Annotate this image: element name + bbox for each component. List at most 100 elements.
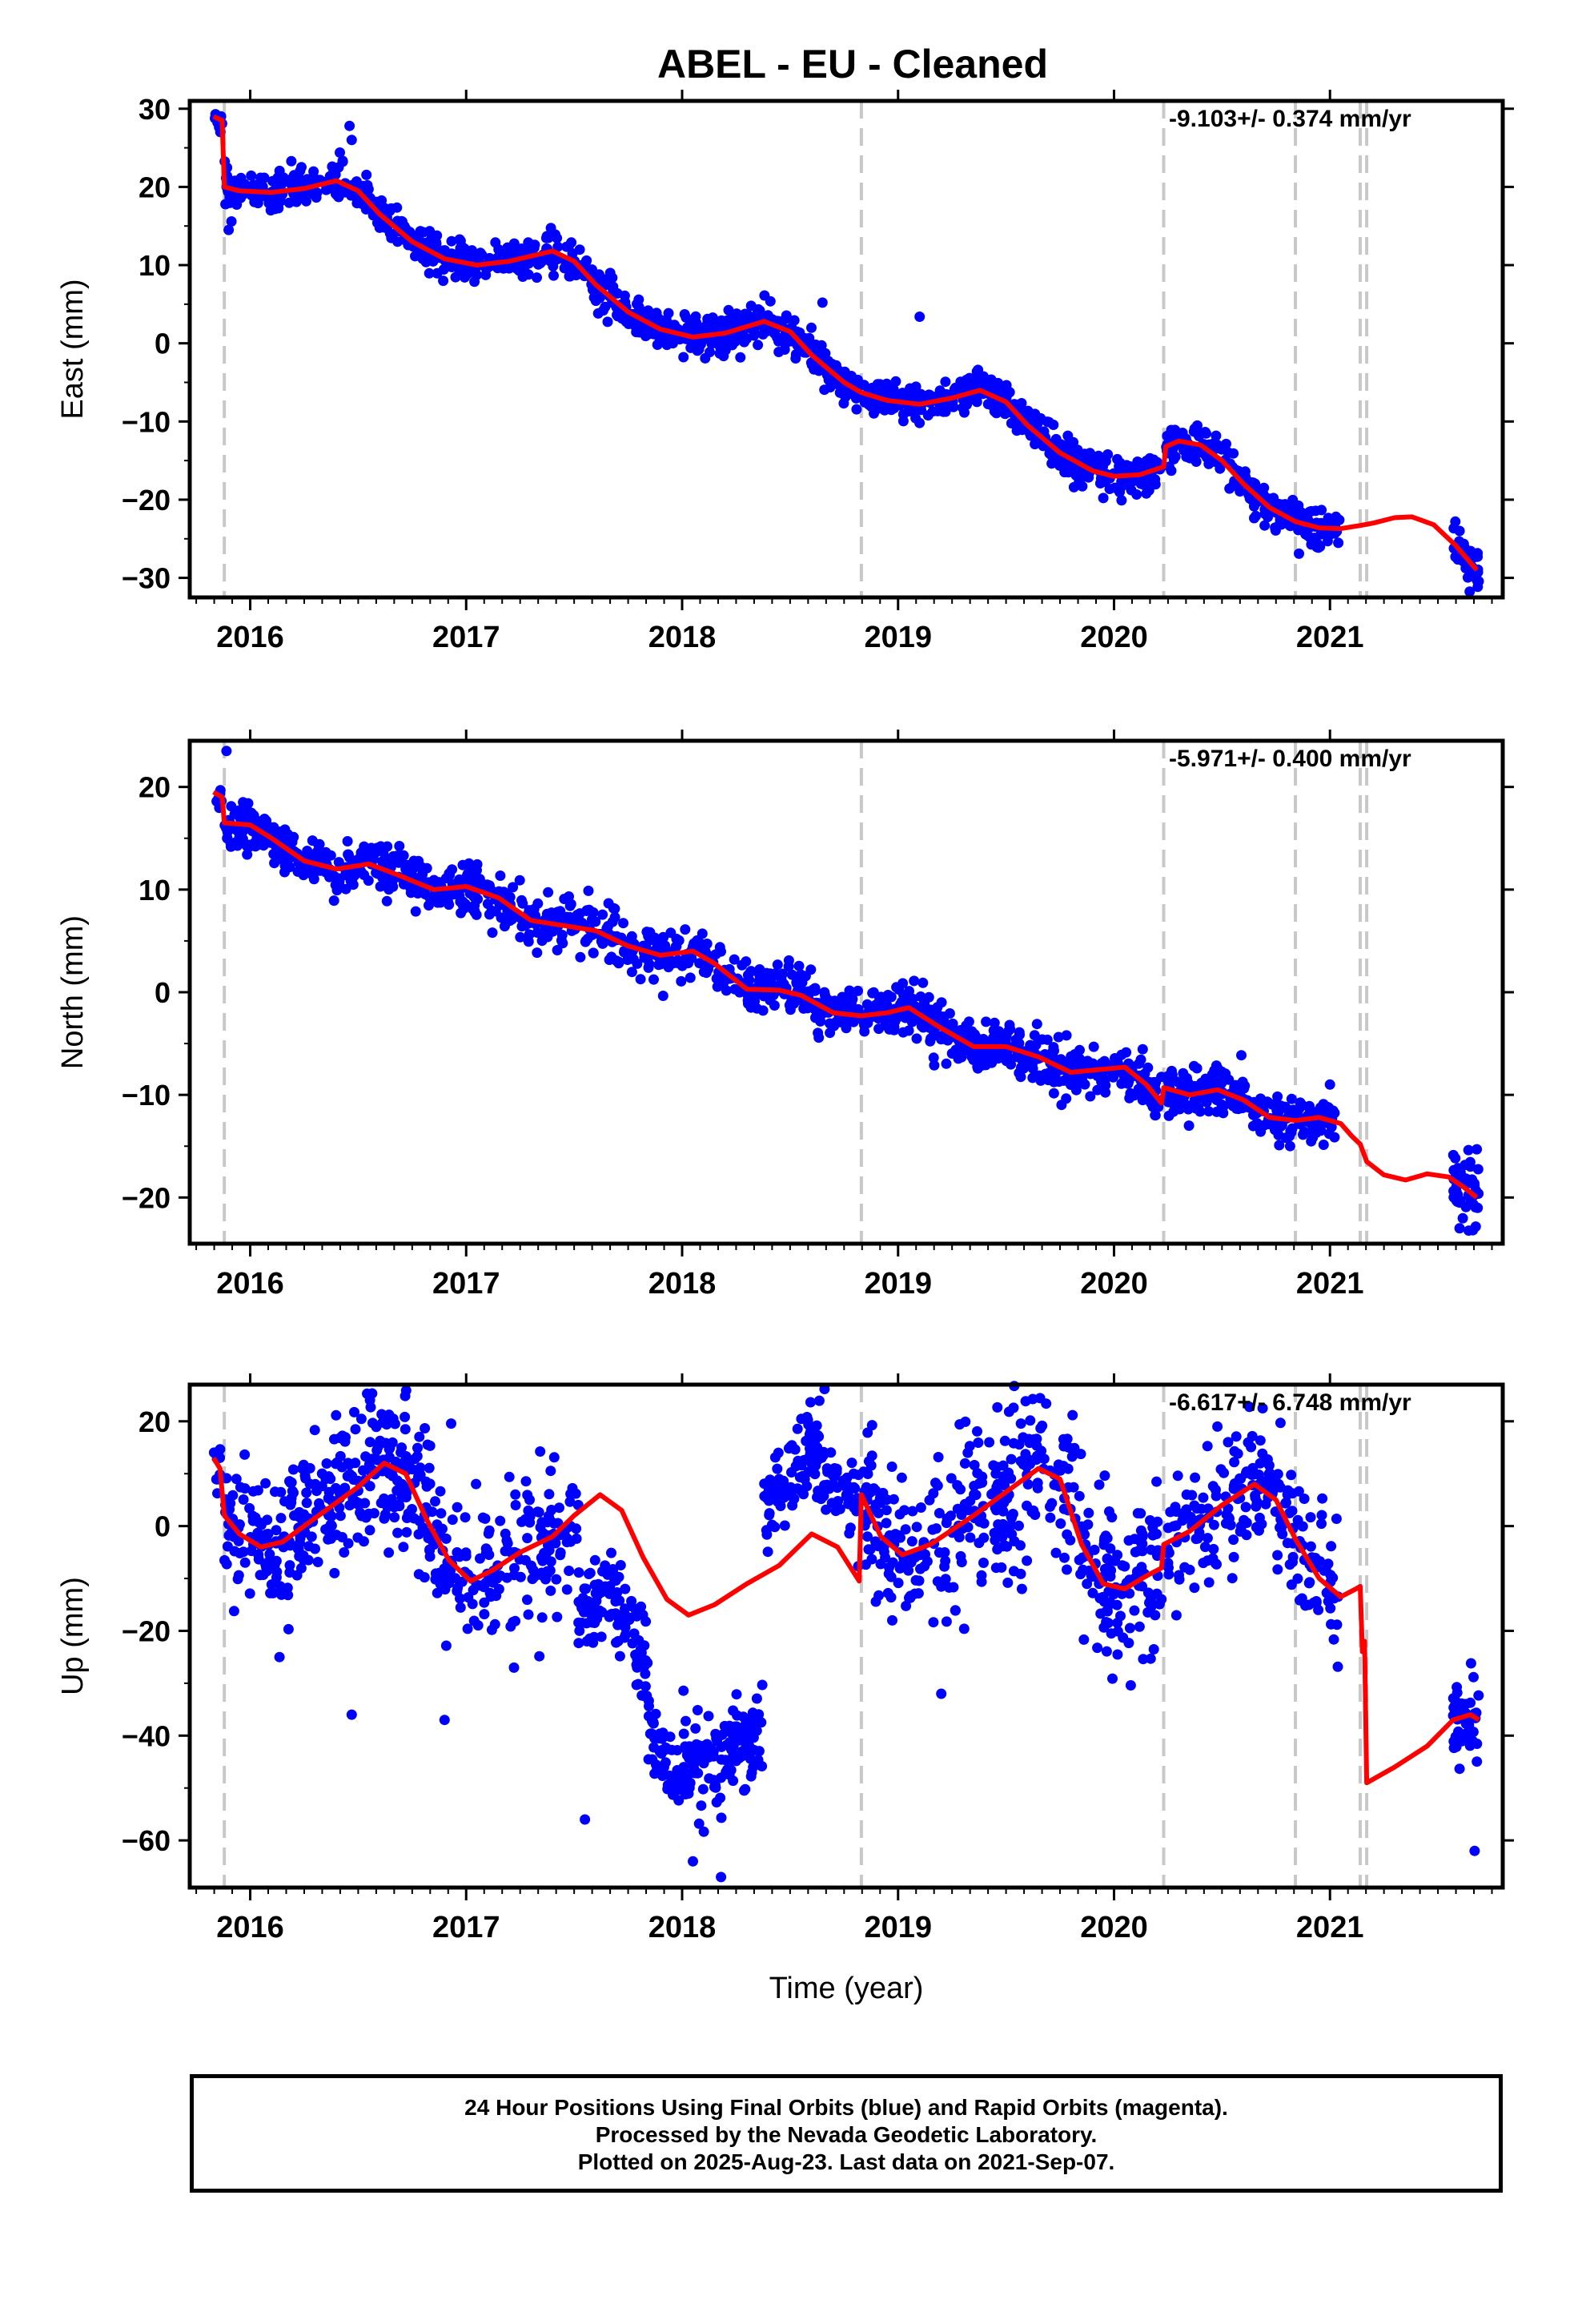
up-data-point (508, 1662, 520, 1673)
north-data-point (979, 1055, 990, 1066)
north-data-point (712, 981, 723, 992)
up-data-point (1067, 1409, 1078, 1421)
east-data-point (1191, 428, 1203, 439)
north-data-point (499, 921, 510, 932)
north-data-point (1024, 1058, 1035, 1069)
north-data-point (1329, 1132, 1340, 1143)
up-data-point (573, 1567, 584, 1578)
north-data-point (564, 900, 576, 911)
up-data-point (866, 1554, 877, 1565)
up-data-point (1014, 1439, 1025, 1450)
up-data-point (1074, 1490, 1085, 1502)
up-data-point (1038, 1454, 1050, 1465)
up-data-point (972, 1425, 982, 1437)
east-data-point (1285, 521, 1296, 532)
north-data-point (1125, 1088, 1136, 1099)
up-data-point (739, 1785, 749, 1796)
up-data-point (632, 1654, 643, 1665)
east-data-point (332, 191, 343, 202)
north-data-point (226, 801, 237, 812)
north-data-point (1233, 1104, 1244, 1115)
north-data-point (1284, 1140, 1295, 1152)
north-data-point (969, 1029, 980, 1040)
north-data-point (604, 955, 615, 965)
up-data-point (865, 1544, 876, 1555)
east-data-point (564, 271, 576, 282)
up-data-point (1124, 1622, 1135, 1634)
east-data-point (1062, 430, 1074, 441)
up-data-point (275, 1486, 287, 1498)
up-data-point (1059, 1552, 1070, 1563)
up-data-point (1473, 1690, 1484, 1701)
north-data-point (882, 990, 893, 1000)
up-data-point (471, 1478, 482, 1490)
up-data-point (396, 1447, 407, 1458)
up-data-point (263, 1556, 274, 1567)
east-data-point (517, 271, 528, 282)
east-data-point (249, 196, 260, 207)
up-data-point (822, 1466, 833, 1478)
east-x-tick-label: 2016 (216, 621, 284, 654)
east-data-point (1450, 516, 1461, 527)
up-data-point (1062, 1463, 1074, 1474)
up-data-point (413, 1529, 424, 1540)
east-data-point (890, 376, 901, 387)
east-data-point (466, 250, 477, 261)
up-data-point (479, 1609, 490, 1620)
north-data-point (1029, 1030, 1040, 1041)
up-data-point (1223, 1512, 1235, 1523)
up-data-point (746, 1767, 757, 1778)
up-data-point (1189, 1582, 1200, 1594)
up-data-point (1165, 1506, 1176, 1518)
up-data-point (289, 1510, 299, 1521)
up-data-point (1094, 1593, 1106, 1604)
north-data-point (1460, 1160, 1471, 1171)
up-data-point (1125, 1680, 1136, 1691)
up-data-point (452, 1502, 463, 1513)
north-data-point (671, 933, 682, 944)
up-data-point (1015, 1418, 1026, 1429)
north-data-point (432, 897, 444, 908)
north-data-point (1299, 1126, 1310, 1137)
up-data-point (534, 1651, 545, 1662)
up-data-point (812, 1492, 822, 1503)
up-data-point (1007, 1509, 1018, 1519)
north-y-tick-label: 20 (139, 771, 171, 804)
north-data-point (1203, 1106, 1215, 1117)
up-data-point (1119, 1561, 1130, 1572)
up-data-point (424, 1551, 436, 1562)
east-data-point (1322, 536, 1333, 547)
east-data-point (1104, 484, 1115, 494)
east-data-point (1150, 474, 1161, 485)
east-data-point (426, 232, 437, 243)
up-data-point (275, 1513, 287, 1524)
east-data-point (968, 378, 979, 389)
up-data-point (295, 1562, 307, 1574)
east-data-point (1121, 460, 1132, 471)
up-data-point (391, 1475, 403, 1486)
north-data-point (343, 849, 354, 860)
up-data-point (690, 1723, 701, 1734)
east-y-tick-label: 10 (139, 249, 171, 282)
up-data-point (331, 1409, 342, 1421)
north-data-point (868, 987, 879, 998)
north-data-point (848, 1016, 859, 1027)
north-data-point (1318, 1140, 1329, 1150)
north-data-point (734, 987, 745, 998)
up-data-point (422, 1439, 433, 1450)
up-data-point (383, 1547, 395, 1558)
up-data-point (544, 1514, 556, 1526)
north-data-point (367, 848, 379, 859)
north-data-point (1187, 1100, 1198, 1111)
north-data-point (532, 947, 543, 959)
east-data-point (224, 191, 235, 203)
up-data-point (612, 1635, 624, 1647)
east-data-point (1324, 517, 1335, 528)
up-data-point (960, 1416, 971, 1427)
up-data-point (743, 1735, 754, 1747)
up-data-point (229, 1546, 240, 1557)
up-data-point (697, 1783, 709, 1795)
north-data-point (903, 1025, 914, 1036)
up-data-point (485, 1591, 496, 1602)
